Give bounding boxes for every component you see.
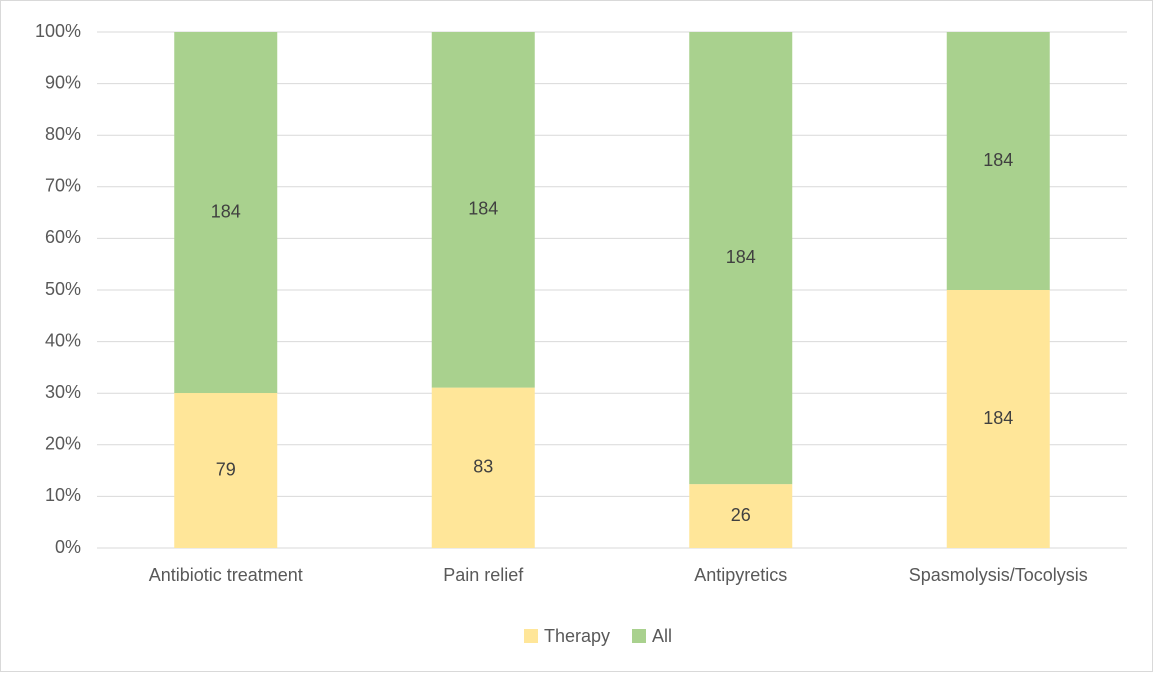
legend-swatch xyxy=(632,629,646,643)
value-label: 26 xyxy=(731,505,751,525)
y-tick-label: 50% xyxy=(45,279,81,299)
value-label: 184 xyxy=(983,150,1013,170)
bar-segment xyxy=(174,393,278,548)
bar-segment xyxy=(946,32,1050,290)
bar-segment xyxy=(946,290,1050,548)
y-tick-label: 60% xyxy=(45,227,81,247)
y-tick-label: 20% xyxy=(45,434,81,454)
y-tick-label: 10% xyxy=(45,485,81,505)
x-tick-label: Spasmolysis/Tocolysis xyxy=(909,565,1088,585)
y-tick-label: 90% xyxy=(45,72,81,92)
bar-segment xyxy=(174,32,278,394)
value-label: 184 xyxy=(211,201,241,221)
bar-segment xyxy=(431,32,535,388)
y-tick-label: 70% xyxy=(45,176,81,196)
value-label: 184 xyxy=(983,408,1013,428)
bar-segment xyxy=(689,32,793,485)
y-tick-label: 40% xyxy=(45,330,81,350)
y-tick-label: 100% xyxy=(35,21,81,41)
value-label: 79 xyxy=(216,459,236,479)
value-label: 184 xyxy=(468,199,498,219)
value-label: 184 xyxy=(726,247,756,267)
legend-label: Therapy xyxy=(544,626,610,646)
x-tick-label: Pain relief xyxy=(443,565,524,585)
x-tick-label: Antibiotic treatment xyxy=(149,565,303,585)
value-label: 83 xyxy=(473,457,493,477)
bar-segment xyxy=(431,387,535,548)
y-tick-label: 80% xyxy=(45,124,81,144)
x-tick-label: Antipyretics xyxy=(694,565,787,585)
legend-swatch xyxy=(524,629,538,643)
bar-segment xyxy=(689,484,793,548)
y-tick-label: 0% xyxy=(55,537,81,557)
legend-label: All xyxy=(652,626,672,646)
y-tick-label: 30% xyxy=(45,382,81,402)
